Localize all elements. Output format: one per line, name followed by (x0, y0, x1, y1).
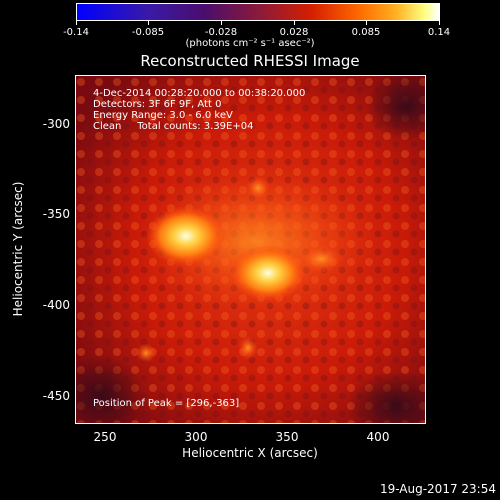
x-tick-label: 300 (184, 430, 208, 444)
colorbar-tick-mark (221, 21, 222, 25)
colorbar-tick-mark (148, 21, 149, 25)
rhessi-image-plot (75, 75, 426, 424)
colorbar-tick-label: -0.14 (63, 27, 89, 38)
y-tick-label: -450 (42, 389, 70, 403)
colorbar-tick-mark (294, 21, 295, 25)
colorbar-units: (photons cm⁻² s⁻¹ asec⁻²) (185, 38, 315, 49)
colorbar-tick-label: -0.028 (204, 27, 238, 38)
colorbar-tick-mark (366, 21, 367, 25)
colorbar-tick-label: -0.085 (131, 27, 165, 38)
info-energy-range: Energy Range: 3.0 - 6.0 keV (93, 110, 233, 121)
colorbar-tick-mark (439, 21, 440, 25)
x-tick-label: 400 (366, 430, 390, 444)
info-detectors: Detectors: 3F 6F 9F, Att 0 (93, 99, 222, 110)
colorbar-tick-label: 0.028 (279, 27, 309, 38)
y-tick-label: -400 (42, 298, 70, 312)
x-axis-label: Heliocentric X (arcsec) (182, 446, 318, 460)
colorbar (76, 3, 440, 21)
colorbar-tick-mark (76, 21, 77, 25)
colorbar-tick-label: 0.14 (427, 27, 451, 38)
info-peak-position: Position of Peak = [296,-363] (93, 398, 240, 409)
rhessi-image (76, 76, 425, 423)
colorbar-tick-label: 0.085 (351, 27, 381, 38)
image-title: Reconstructed RHESSI Image (140, 52, 360, 70)
x-tick-label: 250 (93, 430, 117, 444)
info-clean-counts: Clean Total counts: 3.39E+04 (93, 121, 254, 132)
y-axis-label: Heliocentric Y (arcsec) (11, 181, 25, 317)
y-tick-label: -350 (42, 207, 70, 221)
render-timestamp: 19-Aug-2017 23:54 (379, 482, 496, 496)
x-tick-label: 350 (275, 430, 299, 444)
y-tick-label: -300 (42, 117, 70, 131)
info-time-range: 4-Dec-2014 00:28:20.000 to 00:38:20.000 (93, 88, 306, 99)
